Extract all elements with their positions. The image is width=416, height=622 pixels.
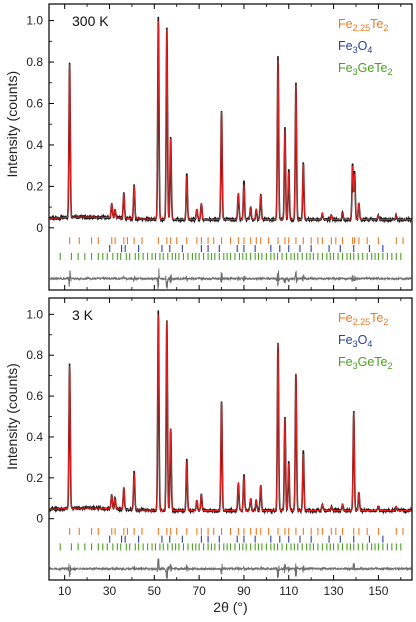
- panel-temperature-label: 3 K: [72, 307, 94, 323]
- x-tick-label: 30: [103, 584, 117, 598]
- x-tick-label: 150: [368, 584, 388, 598]
- plot-frame: [48, 297, 413, 581]
- legend-entry: Fe3GeTe2: [338, 355, 393, 371]
- legend-entry: Fe2.25Te2: [338, 17, 388, 33]
- x-tick-label: 10: [58, 584, 72, 598]
- legend-entry: Fe2.25Te2: [338, 311, 388, 327]
- y-tick-label: 0.6: [26, 96, 43, 110]
- reflection-row-fe3o4: [109, 535, 384, 543]
- legend-entry: Fe3O4: [338, 333, 372, 349]
- x-tick-label: 110: [279, 584, 298, 598]
- x-tick-label: 130: [324, 584, 344, 598]
- reflection-row-fe3o4: [109, 245, 384, 253]
- reflection-row-fe3gete2: [59, 543, 402, 551]
- panel-temperature-label: 300 K: [72, 13, 109, 29]
- x-axis-title: 2θ (°): [213, 599, 247, 615]
- x-tick-label: 70: [192, 584, 206, 598]
- y-tick-label: 0: [36, 221, 43, 235]
- y-axis-title: Intensity (counts): [4, 71, 20, 178]
- plot-frame: [48, 3, 413, 291]
- y-tick-label: 1.0: [26, 307, 43, 321]
- reflection-row-fe3gete2: [59, 252, 402, 260]
- x-axis-title-group: 2θ (°): [213, 599, 247, 615]
- reflection-row-fe225te2: [69, 527, 404, 535]
- x-tick-label: 50: [148, 584, 162, 598]
- x-tick-label: 90: [237, 584, 251, 598]
- y-tick-label: 1.0: [26, 14, 43, 28]
- y-tick-label: 0.8: [26, 55, 43, 69]
- y-tick-label: 0.4: [26, 138, 43, 152]
- panel-300k: 0 0.2 0.4 0.6 0.8 1.0 Intensity (counts) 300 K F…: [4, 3, 413, 291]
- panel-3k: 0 0.2 0.4 0.6 0.8 1.0 10 30 50 70 90 110 130 150 Inten…: [4, 297, 413, 598]
- y-tick-label: 0.2: [26, 179, 43, 193]
- y-axis-title: Intensity (counts): [4, 363, 20, 470]
- calculated-curve: [49, 314, 412, 512]
- y-tick-label: 0: [36, 512, 43, 526]
- difference-curve: [49, 558, 412, 580]
- legend-entry: Fe3GeTe2: [338, 61, 393, 77]
- y-tick-label: 0.4: [26, 430, 43, 444]
- calculated-curve: [49, 20, 412, 221]
- reflection-row-fe225te2: [69, 237, 404, 245]
- y-tick-label: 0.6: [26, 389, 43, 403]
- legend-entry: Fe3O4: [338, 39, 372, 55]
- y-tick-label: 0.8: [26, 348, 43, 362]
- difference-curve: [49, 268, 412, 290]
- y-tick-label: 0.2: [26, 471, 43, 485]
